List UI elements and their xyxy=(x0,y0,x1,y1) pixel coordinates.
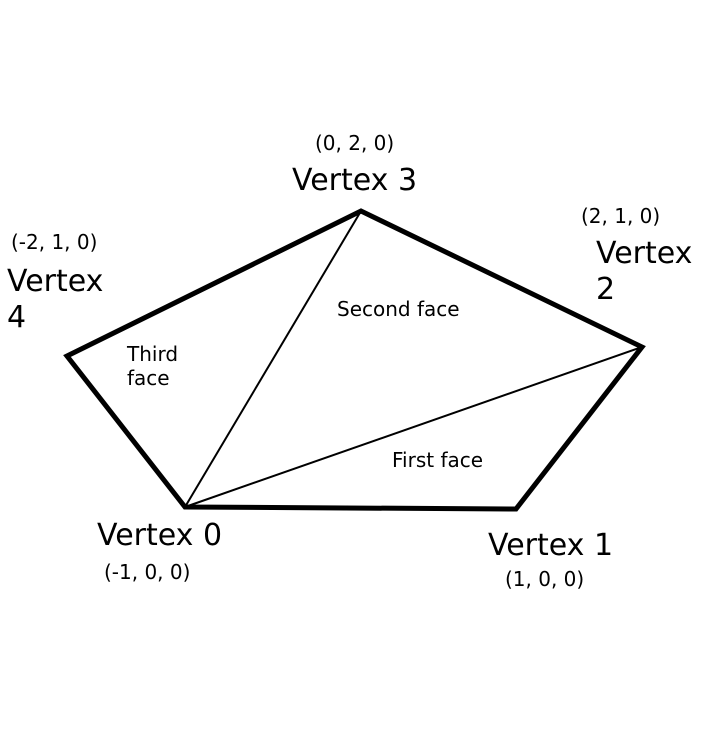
vertex-1-name: Vertex 1 xyxy=(488,528,613,563)
vertex-0-name: Vertex 0 xyxy=(97,518,222,553)
vertex-4-name: Vertex 4 xyxy=(7,264,103,335)
vertex-2-coords: (2, 1, 0) xyxy=(581,204,660,228)
label-line: face xyxy=(127,366,170,390)
vertex-0-coords: (-1, 0, 0) xyxy=(104,560,190,584)
label-line: Vertex xyxy=(596,236,692,271)
third-face-label: Third face xyxy=(126,342,178,390)
label-line: Third xyxy=(126,342,178,366)
vertex-1-coords: (1, 0, 0) xyxy=(505,567,584,591)
pentagon-outline xyxy=(63,208,646,512)
label-line: 2 xyxy=(596,272,615,307)
label-line: 4 xyxy=(7,300,26,335)
second-face-label: Second face xyxy=(337,297,460,321)
label-line: Vertex xyxy=(7,264,103,299)
first-face-label: First face xyxy=(392,448,483,472)
diagonal-v0-v3 xyxy=(184,210,362,508)
vertex-3-name: Vertex 3 xyxy=(292,163,417,198)
vertex-3-coords: (0, 2, 0) xyxy=(315,131,394,155)
vertex-4-coords: (-2, 1, 0) xyxy=(11,230,97,254)
vertex-2-name: Vertex 2 xyxy=(596,236,692,307)
diagonal-v0-v2 xyxy=(184,346,643,508)
